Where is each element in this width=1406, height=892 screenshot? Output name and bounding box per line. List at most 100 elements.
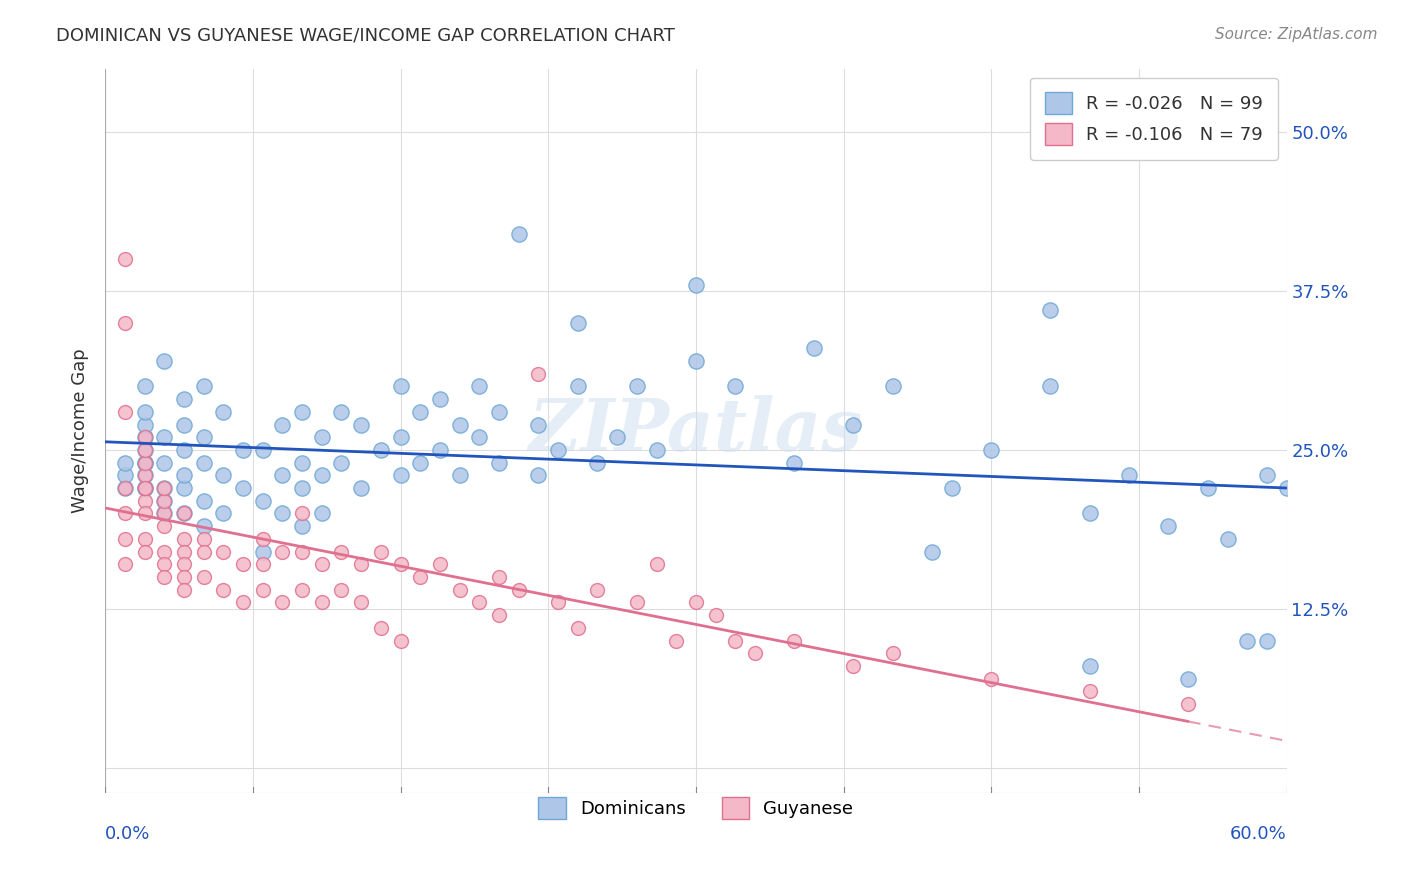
Point: [350, 595, 373, 609]
Point: [114, 316, 136, 330]
Point: [114, 507, 136, 521]
Point: [173, 544, 195, 558]
Point: [153, 481, 176, 495]
Point: [803, 341, 825, 355]
Point: [665, 633, 688, 648]
Point: [1157, 519, 1180, 533]
Point: [173, 558, 195, 572]
Point: [173, 582, 195, 597]
Point: [271, 507, 294, 521]
Point: [370, 544, 392, 558]
Text: 60.0%: 60.0%: [1230, 825, 1286, 843]
Point: [173, 392, 195, 406]
Point: [685, 277, 707, 292]
Point: [271, 544, 294, 558]
Legend: Dominicans, Guyanese: Dominicans, Guyanese: [530, 788, 862, 828]
Point: [134, 468, 156, 483]
Point: [409, 570, 432, 584]
Point: [134, 493, 156, 508]
Point: [173, 507, 195, 521]
Point: [291, 582, 314, 597]
Point: [429, 442, 451, 457]
Point: [921, 544, 943, 558]
Point: [468, 379, 491, 393]
Point: [153, 456, 176, 470]
Point: [291, 544, 314, 558]
Point: [153, 570, 176, 584]
Point: [291, 405, 314, 419]
Point: [449, 582, 471, 597]
Point: [232, 595, 254, 609]
Point: [153, 481, 176, 495]
Point: [567, 316, 589, 330]
Point: [212, 468, 235, 483]
Point: [389, 379, 412, 393]
Point: [271, 417, 294, 432]
Point: [212, 544, 235, 558]
Point: [193, 570, 215, 584]
Point: [114, 532, 136, 546]
Point: [1039, 379, 1062, 393]
Point: [193, 379, 215, 393]
Point: [252, 442, 274, 457]
Point: [980, 442, 1002, 457]
Point: [212, 582, 235, 597]
Point: [114, 252, 136, 267]
Point: [1256, 633, 1278, 648]
Point: [1177, 697, 1199, 711]
Point: [134, 481, 156, 495]
Text: DOMINICAN VS GUYANESE WAGE/INCOME GAP CORRELATION CHART: DOMINICAN VS GUYANESE WAGE/INCOME GAP CO…: [56, 27, 675, 45]
Point: [527, 468, 550, 483]
Point: [114, 558, 136, 572]
Point: [311, 507, 333, 521]
Point: [134, 405, 156, 419]
Point: [508, 582, 530, 597]
Point: [153, 493, 176, 508]
Point: [488, 456, 510, 470]
Point: [153, 354, 176, 368]
Point: [134, 442, 156, 457]
Point: [134, 456, 156, 470]
Point: [114, 468, 136, 483]
Point: [842, 417, 865, 432]
Point: [173, 417, 195, 432]
Point: [370, 442, 392, 457]
Point: [173, 507, 195, 521]
Point: [606, 430, 628, 444]
Point: [389, 633, 412, 648]
Point: [724, 379, 747, 393]
Point: [370, 621, 392, 635]
Point: [291, 456, 314, 470]
Point: [134, 430, 156, 444]
Point: [311, 430, 333, 444]
Point: [1275, 481, 1298, 495]
Point: [1177, 672, 1199, 686]
Point: [134, 468, 156, 483]
Point: [153, 493, 176, 508]
Point: [882, 379, 904, 393]
Point: [488, 608, 510, 623]
Point: [389, 558, 412, 572]
Point: [1216, 532, 1239, 546]
Point: [468, 595, 491, 609]
Point: [449, 417, 471, 432]
Point: [173, 468, 195, 483]
Point: [193, 519, 215, 533]
Point: [134, 481, 156, 495]
Point: [114, 481, 136, 495]
Point: [567, 379, 589, 393]
Point: [232, 442, 254, 457]
Point: [193, 430, 215, 444]
Point: [311, 595, 333, 609]
Point: [882, 646, 904, 660]
Point: [1078, 507, 1101, 521]
Point: [409, 405, 432, 419]
Point: [744, 646, 766, 660]
Point: [153, 544, 176, 558]
Point: [783, 633, 806, 648]
Point: [134, 481, 156, 495]
Point: [645, 558, 668, 572]
Point: [311, 468, 333, 483]
Point: [153, 519, 176, 533]
Point: [252, 544, 274, 558]
